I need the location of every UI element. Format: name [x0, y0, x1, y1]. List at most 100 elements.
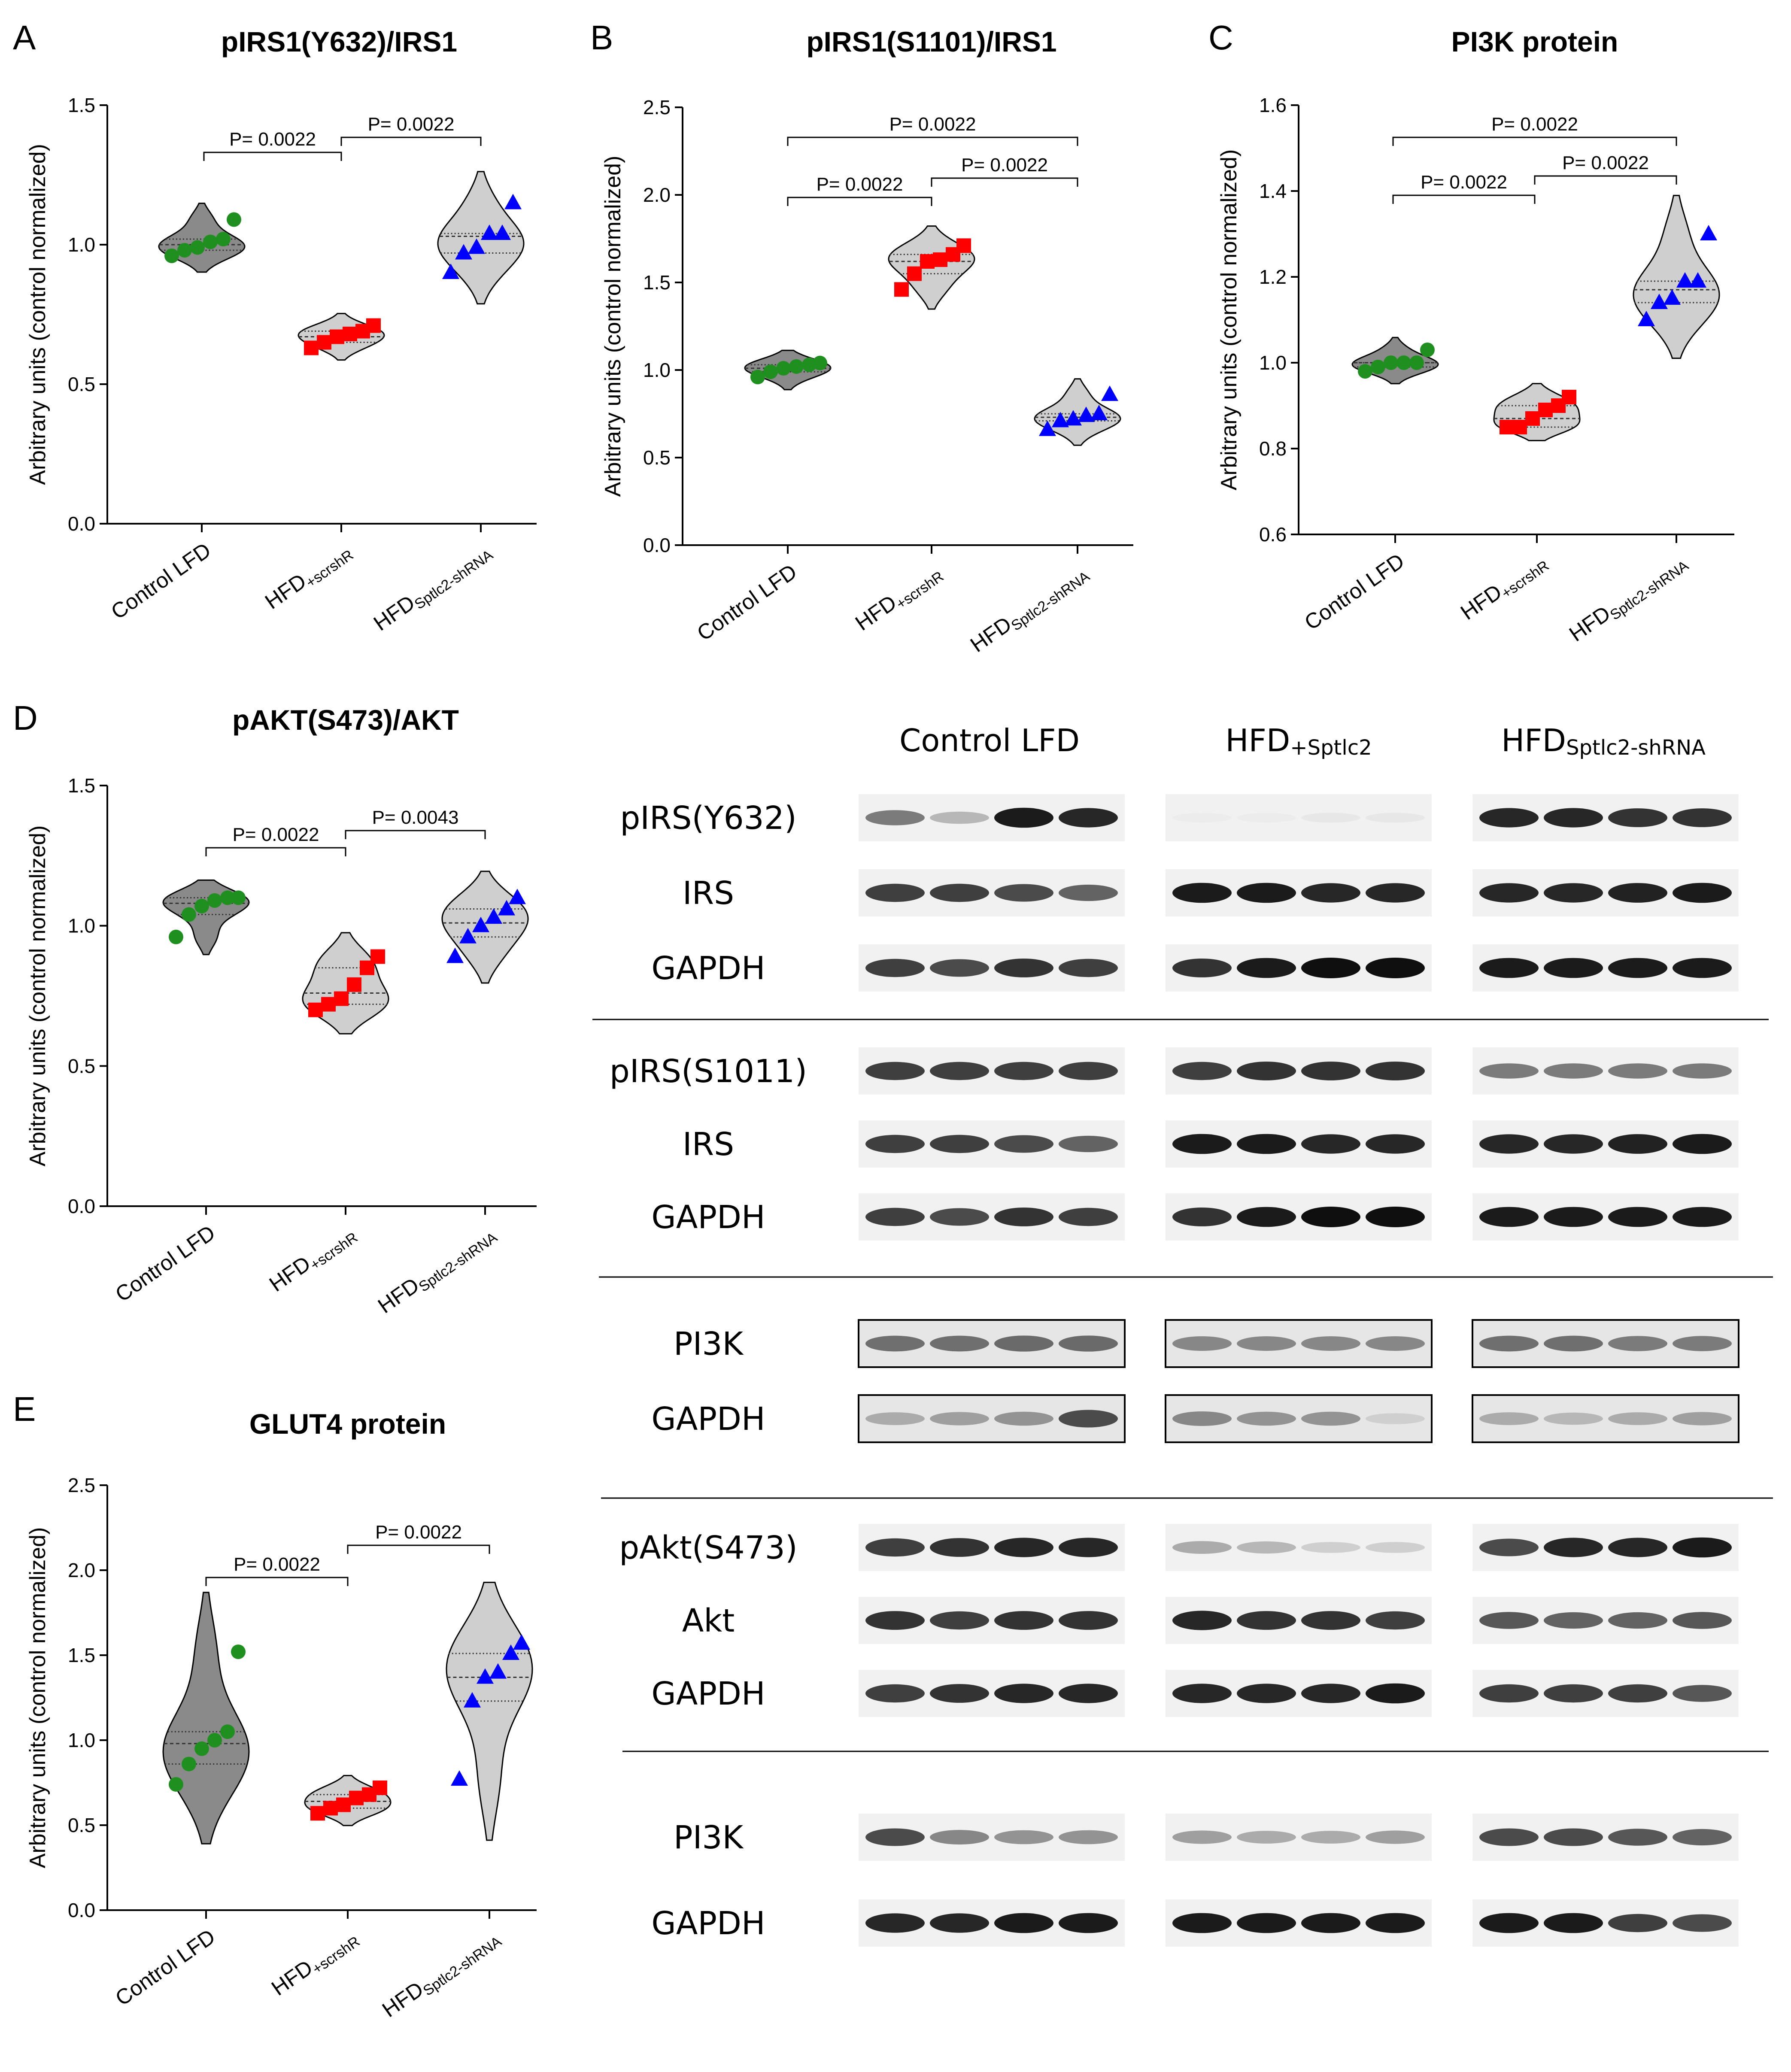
blot-band — [1237, 1831, 1296, 1844]
blot-band — [1673, 958, 1732, 978]
data-point — [498, 900, 515, 916]
blot-band — [1059, 1207, 1118, 1226]
significance-bracket — [1392, 137, 1677, 146]
blot-band — [1544, 1828, 1603, 1846]
y-tick-label: 0.8 — [1259, 437, 1287, 460]
blot-band — [994, 1207, 1053, 1226]
significance-bracket — [1534, 175, 1677, 185]
data-point — [1651, 294, 1668, 309]
data-point — [227, 212, 241, 227]
blot-band — [1172, 959, 1232, 977]
blot-band — [1301, 1062, 1360, 1080]
data-point — [451, 1770, 468, 1786]
data-point — [459, 928, 477, 943]
blot-band — [1366, 1913, 1425, 1933]
blot-band — [1479, 883, 1539, 903]
blot-band — [1608, 1914, 1667, 1932]
data-point — [933, 252, 947, 267]
blot-band — [1544, 1063, 1603, 1079]
blot-group-main: HFD — [1501, 722, 1566, 758]
blot-band — [1172, 1411, 1232, 1426]
p-value-label: P= 0.0022 — [233, 824, 319, 845]
data-point — [1396, 355, 1411, 370]
blot-band — [1237, 813, 1296, 823]
blot-band — [994, 1913, 1053, 1933]
y-tick-label: 0.5 — [68, 1814, 95, 1836]
blot-band — [1172, 1207, 1232, 1226]
y-tick-label: 0.5 — [68, 1055, 95, 1077]
data-point — [1101, 385, 1118, 401]
blot-band — [994, 959, 1053, 977]
blot-band — [1237, 1913, 1296, 1933]
y-tick-label: 1.6 — [1259, 94, 1287, 116]
blot-band — [1237, 958, 1296, 978]
blot-row-label: GAPDH — [651, 950, 765, 987]
data-point — [231, 1644, 246, 1659]
blot-band — [1608, 1412, 1667, 1425]
violin-2 — [437, 171, 525, 305]
blot-band — [1608, 1063, 1667, 1079]
blot-band — [1608, 1134, 1667, 1154]
blot-band — [865, 1538, 925, 1557]
data-point — [455, 244, 472, 260]
blot-band — [1608, 1207, 1667, 1227]
blot-band — [1301, 1207, 1360, 1227]
y-tick-label: 1.0 — [643, 359, 671, 381]
blot-band — [1059, 1135, 1118, 1153]
significance-bracket — [347, 1544, 490, 1554]
chart-title: pAKT(S473)/AKT — [232, 704, 459, 736]
data-point — [203, 234, 218, 249]
blot-band — [1673, 1685, 1732, 1702]
blot-band — [1059, 1335, 1118, 1352]
blot-band — [1673, 1829, 1732, 1846]
data-point — [464, 1692, 481, 1708]
blots-layer: Control LFD HFD+Sptlc2 HFDSptlc2-shRNApIRS… — [592, 722, 1773, 1947]
y-tick-label: 0.5 — [643, 446, 671, 469]
data-point — [485, 908, 502, 924]
blot-band — [994, 1335, 1053, 1352]
blot-band — [1544, 808, 1603, 828]
blot-band — [1301, 1134, 1360, 1154]
y-tick-label: 1.4 — [1259, 180, 1287, 202]
violin-2 — [1034, 378, 1121, 446]
panel-letter: B — [590, 18, 613, 57]
blot-band — [930, 1538, 989, 1557]
blot-band — [865, 1828, 925, 1846]
data-point — [1090, 405, 1108, 420]
blot-band — [1172, 1541, 1232, 1554]
y-tick-label: 0.0 — [68, 1899, 95, 1921]
p-value-label: P= 0.0022 — [1491, 114, 1578, 135]
blot-row-label: pAkt(S473) — [619, 1529, 797, 1566]
blot-band — [1366, 1207, 1425, 1227]
data-point — [366, 318, 381, 333]
data-point — [343, 327, 357, 341]
y-tick-label: 0.0 — [68, 1195, 95, 1217]
data-point — [477, 1668, 494, 1684]
blot-band — [930, 883, 989, 902]
blot-band — [1608, 883, 1667, 903]
blot-band — [1479, 958, 1539, 978]
data-point — [169, 1777, 183, 1792]
blot-band — [1366, 1542, 1425, 1553]
blot-band — [1608, 808, 1667, 827]
blot-band — [1301, 883, 1360, 903]
blot-band — [1172, 1062, 1232, 1080]
p-value-label: P= 0.0022 — [961, 155, 1048, 176]
significance-bracket — [787, 137, 1078, 146]
y-tick-label: 1.5 — [68, 1644, 95, 1666]
blot-group-header: HFDSptlc2-shRNA — [1501, 722, 1706, 760]
blot-band — [865, 1335, 925, 1352]
blot-band — [1059, 1913, 1118, 1933]
blot-band — [1544, 958, 1603, 978]
blot-band — [1059, 1538, 1118, 1557]
blot-band — [1544, 1538, 1603, 1557]
blot-band — [1172, 1336, 1232, 1351]
data-point — [194, 1741, 209, 1756]
blot-band — [1366, 1336, 1425, 1351]
blot-band — [930, 1335, 989, 1352]
blot-band — [994, 1684, 1053, 1703]
data-point — [494, 224, 511, 240]
data-point — [789, 359, 804, 374]
significance-bracket — [345, 830, 486, 839]
blot-band — [1673, 1063, 1732, 1079]
